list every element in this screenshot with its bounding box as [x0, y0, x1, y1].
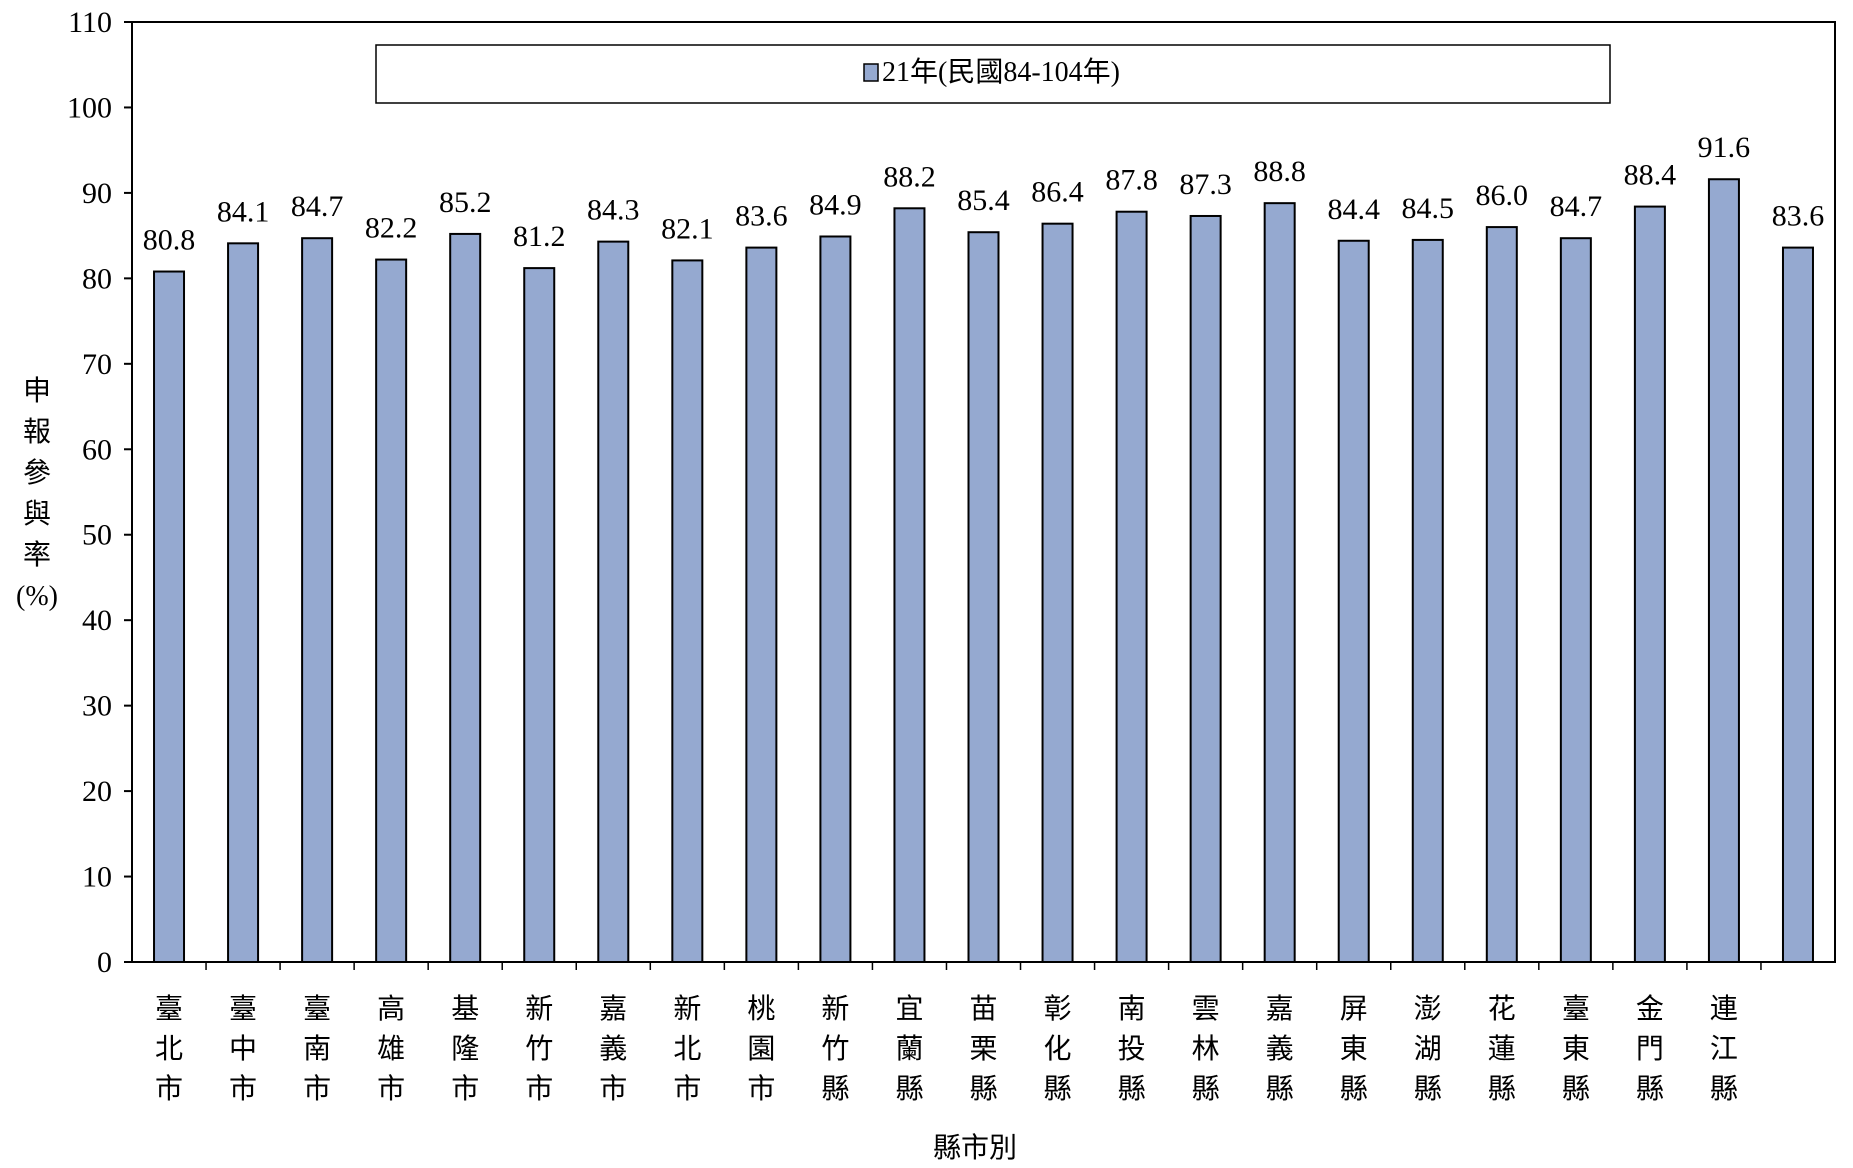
bar [1041, 222, 1074, 963]
category-label: 宜蘭縣 [895, 993, 923, 1105]
data-label: 84.7 [291, 190, 344, 223]
y-tick-label: 70 [82, 348, 112, 381]
y-tick-label: 20 [82, 775, 112, 808]
category-label: 臺中市 [229, 993, 257, 1105]
bar [1337, 239, 1370, 964]
category-label: 新竹縣 [821, 993, 849, 1105]
y-tick-label: 50 [82, 519, 112, 552]
y-tick-label: 100 [67, 91, 112, 124]
category-label: 屏東縣 [1340, 994, 1368, 1105]
y-tick-label: 80 [82, 262, 112, 295]
y-axis-title: 申報參與率(%) [16, 375, 58, 612]
data-label: 84.5 [1402, 192, 1455, 225]
data-label: 84.3 [587, 194, 640, 227]
bar [227, 242, 260, 963]
bar [597, 240, 630, 964]
category-label: 臺南市 [303, 993, 331, 1105]
category-label: 基隆市 [451, 993, 479, 1105]
bar [1115, 210, 1148, 963]
bar [1707, 178, 1740, 963]
y-tick-label: 60 [82, 433, 112, 466]
data-label: 83.6 [1772, 200, 1825, 233]
bar [745, 246, 778, 964]
bar [301, 237, 334, 963]
bar [1411, 238, 1444, 963]
bar [1633, 205, 1666, 963]
category-label: 桃園市 [747, 993, 775, 1105]
category-label: 南投縣 [1118, 993, 1146, 1105]
category-label: 高雄市 [377, 993, 405, 1105]
data-label: 81.2 [513, 220, 566, 253]
legend-label: 21年(民國84-104年) [882, 56, 1120, 88]
bar [375, 258, 408, 963]
data-label: 91.6 [1698, 131, 1751, 164]
bar [1189, 214, 1222, 963]
category-label: 臺北市 [155, 993, 183, 1105]
bar [893, 207, 926, 964]
data-label: 86.4 [1031, 176, 1084, 209]
bar [1781, 246, 1814, 964]
data-label: 88.8 [1253, 155, 1306, 188]
y-tick-label: 110 [68, 6, 112, 39]
data-label: 82.2 [365, 212, 418, 245]
category-label: 金門縣 [1636, 993, 1664, 1105]
category-label: 新竹市 [525, 993, 553, 1105]
data-label: 87.8 [1105, 164, 1158, 197]
data-label: 84.7 [1550, 190, 1603, 223]
y-tick-label: 30 [82, 690, 112, 723]
category-label: 彰化縣 [1044, 993, 1072, 1105]
category-label: 嘉義市 [599, 993, 627, 1105]
bar [153, 270, 186, 963]
category-label: 嘉義縣 [1266, 993, 1294, 1105]
y-tick-label: 10 [82, 861, 112, 894]
bar [523, 267, 556, 964]
data-label: 84.9 [809, 188, 862, 221]
data-label: 82.1 [661, 212, 714, 245]
x-axis-title: 縣市別 [933, 1132, 1017, 1163]
category-label: 花蓮縣 [1488, 993, 1516, 1105]
legend-swatch [863, 63, 879, 82]
category-label: 苗栗縣 [969, 993, 997, 1105]
data-label: 85.4 [957, 184, 1010, 217]
bar [1485, 226, 1518, 964]
plot-frame [131, 21, 1836, 963]
bar [1263, 202, 1296, 963]
bar [819, 235, 852, 963]
category-label: 連江縣 [1710, 993, 1738, 1105]
data-label: 88.4 [1624, 159, 1677, 192]
category-label: 新北市 [673, 993, 701, 1105]
category-label: 臺東縣 [1562, 993, 1590, 1105]
bar [449, 232, 482, 964]
y-tick-label: 0 [97, 946, 112, 979]
bar [671, 259, 704, 964]
data-label: 85.2 [439, 186, 492, 219]
category-label: 澎湖縣 [1414, 993, 1442, 1105]
category-label: 雲林縣 [1192, 994, 1220, 1105]
data-label: 80.8 [143, 224, 196, 257]
data-label: 84.1 [217, 195, 270, 228]
data-label: 88.2 [883, 160, 936, 193]
y-tick-label: 40 [82, 604, 112, 637]
data-label: 86.0 [1476, 179, 1529, 212]
bar [1559, 237, 1592, 963]
bar [967, 231, 1000, 963]
data-label: 87.3 [1179, 168, 1232, 201]
data-label: 84.4 [1327, 193, 1380, 226]
y-tick-label: 90 [82, 177, 112, 210]
data-label: 83.6 [735, 200, 788, 233]
legend-box [375, 44, 1611, 104]
